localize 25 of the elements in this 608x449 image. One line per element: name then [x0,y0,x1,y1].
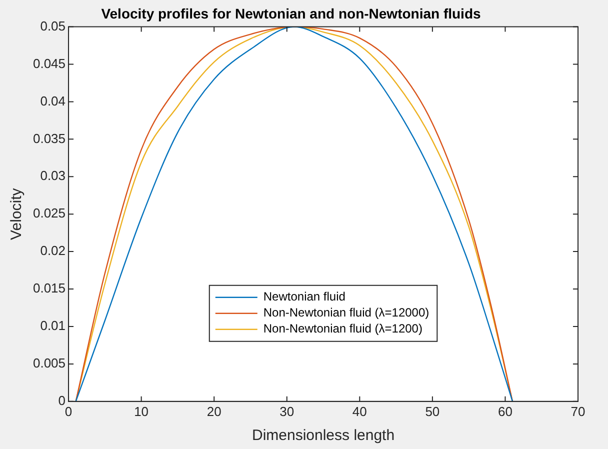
y-tick-label: 0 [58,392,66,408]
y-tick-label: 0.005 [32,356,66,371]
line-series [75,26,514,402]
chart-title: Velocity profiles for Newtonian and non-Newtonian fluids [101,5,481,22]
y-tick-label: 0.03 [40,168,66,184]
x-tick-label: 60 [498,404,512,419]
y-tick-label: 0.045 [32,56,66,71]
y-tick-label: 0.04 [40,93,66,108]
x-tick-label: 50 [425,404,440,419]
x-tick-label: 10 [134,404,149,419]
y-tick-label: 0.02 [40,243,66,258]
x-axis-title: Dimensionless length [252,427,395,444]
legend-label: Non-Newtonian fluid (λ=1200) [263,322,422,336]
y-tick-label: 0.05 [40,18,66,34]
y-tick-label: 0.035 [32,130,66,146]
x-tick-label: 40 [352,404,367,419]
x-tick-label: 70 [570,404,586,419]
y-axis-title: Velocity [8,188,26,240]
x-tick-label: 20 [206,404,222,419]
legend-label: Non-Newtonian fluid (λ=12000) [263,306,430,320]
y-tick-label: 0.01 [40,318,66,334]
y-tick-label: 0.015 [32,280,66,296]
y-tick-label: 0.025 [32,206,66,221]
x-tick-label: 30 [280,404,294,419]
legend-label: Newtonian fluid [263,290,346,304]
